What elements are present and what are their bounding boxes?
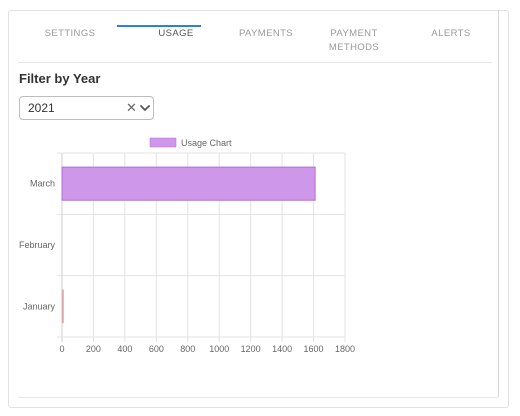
x-tick-label: 1600: [304, 344, 324, 354]
tab-usage[interactable]: USAGE: [158, 28, 194, 39]
tab-payment-methods[interactable]: PAYMENT METHODS: [328, 28, 380, 53]
x-tick-label: 1000: [209, 344, 229, 354]
year-select-value: 2021: [28, 101, 55, 115]
x-tick-label: 600: [149, 344, 164, 354]
panel-right-divider: [498, 10, 499, 397]
filter-title: Filter by Year: [19, 71, 101, 86]
x-tick-label: 1400: [272, 344, 292, 354]
bar-march: [61, 166, 316, 201]
legend-swatch: [149, 137, 177, 148]
tab-bar: SETTINGS USAGE PAYMENTS PAYMENT METHODS A…: [18, 22, 492, 63]
panel-bottom-divider: [18, 397, 498, 398]
usage-panel: [8, 10, 509, 408]
x-tick-label: 1200: [241, 344, 261, 354]
x-tick-label: 0: [59, 344, 64, 354]
x-tick-label: 1800: [335, 344, 355, 354]
chevron-down-icon[interactable]: [140, 103, 150, 113]
tab-alerts[interactable]: ALERTS: [431, 28, 471, 39]
x-tick-label: 200: [86, 344, 101, 354]
legend-label: Usage Chart: [181, 138, 232, 148]
year-select[interactable]: 2021 ✕: [19, 96, 154, 120]
x-tick-label: 400: [117, 344, 132, 354]
category-label-january: January: [23, 301, 56, 311]
tab-settings[interactable]: SETTINGS: [44, 28, 96, 39]
x-tick-label: 800: [180, 344, 195, 354]
category-label-february: February: [19, 240, 56, 250]
active-tab-indicator: [117, 25, 201, 27]
bar-january: [61, 289, 64, 324]
clear-icon[interactable]: ✕: [126, 100, 137, 115]
category-label-march: March: [30, 179, 55, 189]
tab-payments[interactable]: PAYMENTS: [238, 28, 294, 39]
